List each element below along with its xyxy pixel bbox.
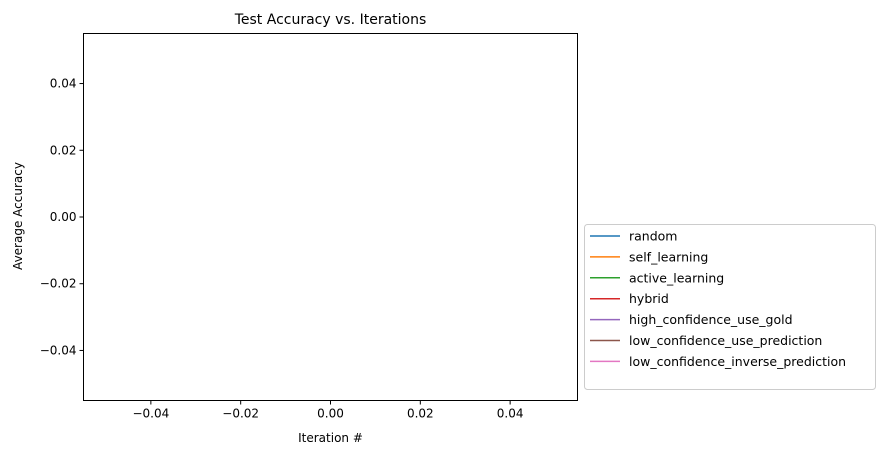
legend-label: random: [629, 229, 677, 244]
legend-label: active_learning: [629, 270, 724, 285]
legend: random self_learning active_learninghybrid…: [584, 224, 876, 390]
chart-title: Test Accuracy vs. Iterations: [234, 12, 427, 28]
legend-label: low_confidence_inverse_prediction: [629, 354, 846, 369]
axis-ticks: −0.04 −0.02 0.00 0.02 0.04 0.04 0.02 0.00 −0.02 −…: [40, 77, 524, 421]
y-tick-label: −0.02: [40, 277, 77, 291]
legend-frame: [584, 224, 876, 390]
y-axis-label: Average Accuracy: [11, 162, 25, 270]
legend-label: hybrid: [629, 291, 669, 306]
x-tick-label: 0.02: [407, 407, 434, 421]
legend-label: self_learning: [629, 249, 708, 264]
x-tick-label: 0.00: [317, 407, 344, 421]
y-tick-label: 0.00: [50, 210, 77, 224]
legend-label: low_confidence_use_prediction: [629, 333, 822, 348]
legend-label: high_confidence_use_gold: [629, 312, 793, 327]
x-tick-label: −0.02: [222, 407, 259, 421]
plot-area-frame: [83, 33, 578, 401]
y-tick-label: 0.04: [50, 77, 77, 91]
x-axis-label: Iteration #: [298, 431, 363, 445]
x-tick-label: −0.04: [132, 407, 169, 421]
x-tick-label: 0.04: [497, 407, 524, 421]
y-tick-label: 0.02: [50, 143, 77, 157]
y-tick-label: −0.04: [40, 343, 77, 357]
